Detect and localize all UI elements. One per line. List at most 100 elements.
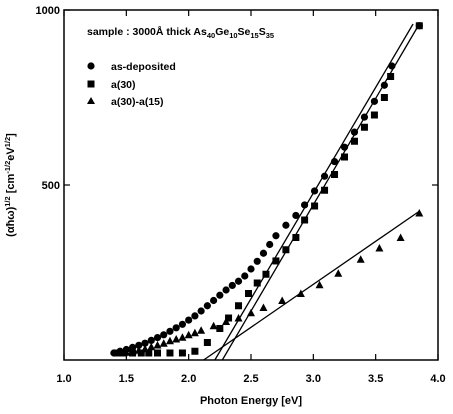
- data-point-circle: [259, 249, 268, 257]
- fit-line: [203, 210, 420, 361]
- data-point-circle: [272, 232, 280, 240]
- x-tick-label: 2.0: [181, 373, 196, 385]
- data-point-triangle: [147, 342, 156, 351]
- data-point-circle: [350, 128, 359, 136]
- data-point-circle: [216, 291, 224, 299]
- data-point-triangle: [184, 330, 193, 339]
- data-point-triangle: [356, 255, 365, 263]
- data-point-triangle: [278, 296, 287, 304]
- data-point-triangle: [165, 336, 174, 345]
- data-point-circle: [172, 324, 180, 332]
- legend-label-as-deposited: as-deposited: [111, 61, 176, 73]
- data-points: [110, 22, 424, 357]
- x-axis-title: Photon Energy [eV]: [200, 395, 302, 407]
- data-point-square: [154, 349, 161, 357]
- data-point-triangle: [153, 340, 162, 349]
- data-point-circle: [292, 211, 300, 220]
- x-tick-label: 3.5: [368, 373, 383, 385]
- fit-line: [221, 23, 420, 361]
- data-point-square: [245, 290, 253, 297]
- data-point-square: [262, 270, 270, 278]
- data-point-circle: [360, 113, 369, 121]
- data-point-circle: [253, 257, 261, 265]
- x-tick-label: 2.5: [243, 373, 258, 385]
- data-point-square: [360, 123, 368, 131]
- data-point-triangle: [116, 349, 125, 357]
- data-point-circle: [153, 334, 162, 342]
- data-point-triangle: [375, 244, 384, 252]
- sample-annotation: sample : 3000Å thick As40Ge10Se15S35: [87, 25, 274, 40]
- data-point-circle: [185, 316, 193, 324]
- data-point-square: [112, 349, 120, 357]
- data-point-circle: [340, 143, 349, 151]
- data-point-square: [203, 339, 211, 346]
- data-point-circle: [380, 81, 388, 89]
- data-point-square: [272, 257, 280, 265]
- data-point-triangle: [178, 333, 187, 341]
- x-tick-label: 4.0: [430, 373, 445, 385]
- axis-ticks: 1.0 1.5 2.0 2.5 3.0 3.5 4.0 500 1000: [36, 5, 446, 385]
- data-point-circle: [203, 302, 211, 310]
- data-point-circle: [222, 286, 230, 294]
- data-point-square: [370, 111, 378, 119]
- legend-marker-as-deposited: [87, 62, 95, 70]
- data-point-triangle: [128, 347, 137, 355]
- data-point-triangle: [222, 317, 231, 325]
- data-point-circle: [160, 331, 168, 339]
- data-point-square: [253, 279, 261, 287]
- data-point-circle: [228, 281, 236, 290]
- data-point-circle: [282, 221, 290, 229]
- data-point-circle: [266, 240, 274, 249]
- data-point-triangle: [315, 280, 324, 289]
- data-point-circle: [247, 265, 255, 273]
- data-point-square: [235, 302, 243, 310]
- data-point-square: [387, 73, 395, 80]
- data-point-square: [191, 347, 199, 355]
- data-point-square: [166, 349, 174, 357]
- data-point-triangle: [141, 344, 150, 353]
- data-point-triangle: [296, 289, 305, 297]
- legend-marker-a30: [87, 80, 95, 88]
- x-tick-label: 3.0: [306, 373, 321, 385]
- data-point-square: [350, 137, 358, 145]
- data-point-circle: [370, 97, 379, 105]
- x-tick-label: 1.5: [119, 373, 134, 385]
- data-point-triangle: [190, 328, 199, 337]
- data-point-circle: [388, 62, 396, 70]
- data-point-circle: [234, 277, 243, 285]
- data-point-circle: [310, 187, 319, 195]
- data-point-triangle: [234, 314, 243, 322]
- legend-label-a30: a(30): [111, 79, 136, 91]
- data-point-circle: [147, 336, 155, 344]
- data-point-circle: [135, 341, 143, 349]
- data-point-square: [301, 216, 309, 224]
- data-point-circle: [330, 157, 339, 166]
- data-point-square: [178, 349, 186, 357]
- data-point-circle: [241, 272, 249, 280]
- y-tick-label: 500: [42, 180, 60, 192]
- data-point-triangle: [122, 348, 131, 356]
- data-point-square: [282, 246, 290, 254]
- data-point-square: [341, 153, 348, 161]
- data-point-triangle: [396, 233, 405, 241]
- data-point-triangle: [172, 335, 181, 343]
- data-point-triangle: [259, 303, 268, 311]
- data-point-square: [415, 22, 423, 30]
- x-tick-label: 1.0: [56, 373, 71, 385]
- data-point-square: [311, 202, 319, 210]
- data-point-triangle: [334, 269, 343, 277]
- data-point-triangle: [209, 321, 218, 330]
- data-point-square: [292, 234, 300, 241]
- data-point-circle: [301, 201, 309, 209]
- data-point-square: [145, 349, 153, 357]
- data-point-circle: [320, 172, 329, 180]
- data-point-triangle: [197, 326, 206, 334]
- data-point-square: [331, 171, 339, 178]
- data-point-circle: [141, 339, 149, 347]
- legend-label-a30-a15: a(30)-a(15): [111, 96, 164, 108]
- data-point-triangle: [247, 308, 255, 317]
- data-point-triangle: [415, 209, 424, 217]
- data-point-square: [380, 94, 388, 101]
- data-point-square: [216, 325, 224, 332]
